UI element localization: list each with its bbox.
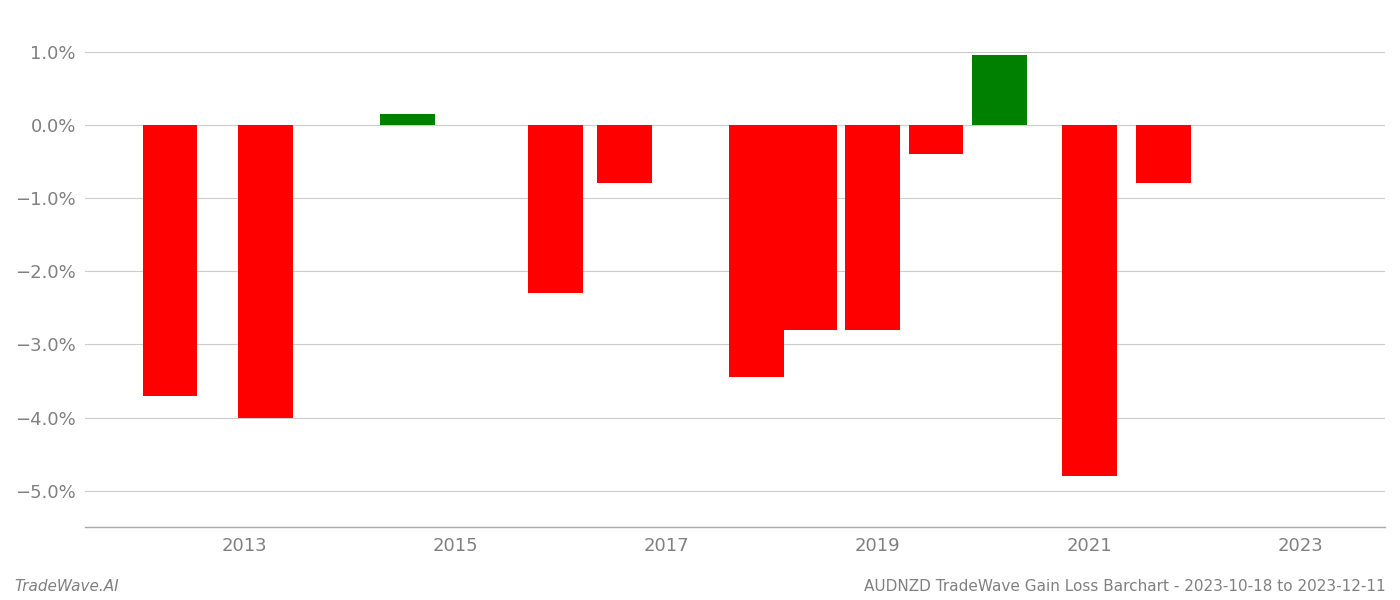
Bar (596, 125, 652, 184)
Bar (143, 125, 197, 395)
Bar (909, 125, 963, 154)
Bar (972, 55, 1026, 125)
Bar (528, 125, 582, 293)
Text: TradeWave.AI: TradeWave.AI (14, 579, 119, 594)
Bar (1061, 125, 1117, 476)
Bar (781, 125, 837, 329)
Bar (238, 125, 293, 418)
Bar (1135, 125, 1190, 184)
Bar (729, 125, 784, 377)
Bar (381, 114, 435, 125)
Text: AUDNZD TradeWave Gain Loss Barchart - 2023-10-18 to 2023-12-11: AUDNZD TradeWave Gain Loss Barchart - 20… (864, 579, 1386, 594)
Bar (846, 125, 900, 329)
